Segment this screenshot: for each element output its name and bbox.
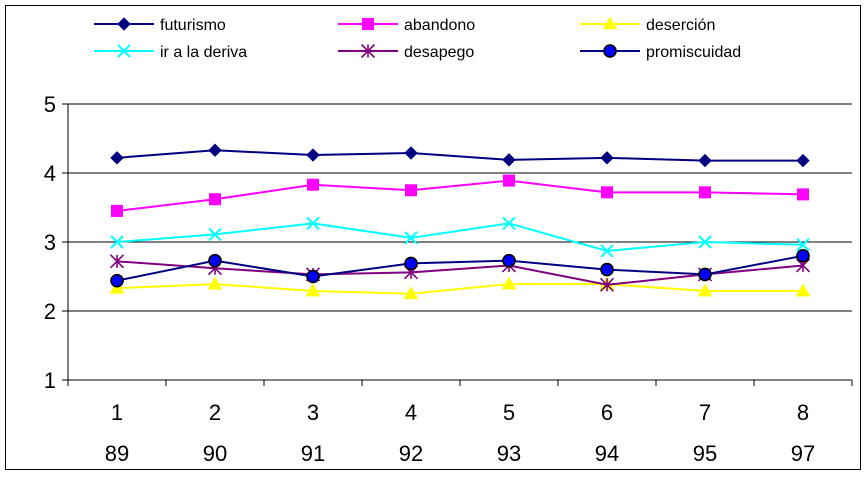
x-tick-label-secondary: 94 xyxy=(595,441,619,466)
chart-frame xyxy=(5,5,861,470)
legend-item: promiscuidad xyxy=(580,44,741,61)
series-abandono xyxy=(111,174,809,217)
x-tick-label-secondary: 91 xyxy=(301,441,325,466)
data-point xyxy=(501,276,517,290)
data-point xyxy=(403,286,419,300)
x-tick-label: 8 xyxy=(797,400,809,425)
data-point xyxy=(208,253,222,268)
y-tick-label: 4 xyxy=(44,161,56,186)
data-point xyxy=(502,153,516,167)
legend-item: futurismo xyxy=(94,17,226,34)
data-point xyxy=(208,143,222,157)
series-ir-a-la-deriva xyxy=(110,216,810,258)
y-tick-label: 3 xyxy=(44,230,56,255)
y-tick-label: 1 xyxy=(44,368,56,393)
legend-label: promiscuidad xyxy=(646,44,741,61)
data-point xyxy=(796,153,810,168)
series-line xyxy=(116,283,803,295)
legend-label: ir a la deriva xyxy=(160,44,247,61)
legend-label: desapego xyxy=(404,44,474,61)
data-point xyxy=(209,193,221,206)
legend-marker xyxy=(360,43,376,59)
x-tick-label: 3 xyxy=(307,400,319,425)
x-tick-label: 7 xyxy=(699,400,711,425)
y-tick-label: 5 xyxy=(44,92,56,117)
x-tick-label-secondary: 90 xyxy=(203,441,227,466)
data-point xyxy=(599,277,615,292)
data-point xyxy=(208,227,222,242)
data-point xyxy=(404,231,418,245)
x-tick-label: 6 xyxy=(601,400,613,425)
data-point xyxy=(600,262,614,277)
series-line xyxy=(116,260,804,286)
legend-item: ir a la deriva xyxy=(94,44,247,61)
data-point xyxy=(502,216,516,231)
legend-marker xyxy=(362,18,374,30)
data-point xyxy=(697,283,713,297)
x-tick-label: 2 xyxy=(209,400,221,425)
data-point xyxy=(601,186,613,199)
x-tick-label-secondary: 92 xyxy=(399,441,423,466)
data-point xyxy=(404,256,418,271)
data-point xyxy=(110,151,124,165)
series-line xyxy=(116,179,804,212)
data-point xyxy=(110,235,124,249)
data-point xyxy=(797,188,809,201)
x-tick-label: 1 xyxy=(111,400,123,425)
data-point xyxy=(405,184,417,197)
legend-item: deserción xyxy=(580,16,715,34)
x-axis-ticks: 1 2 3 4 5 6 7 8 89 90 91 92 93 94 95 97 xyxy=(67,380,853,466)
series-promiscuidad xyxy=(110,249,810,288)
series-line xyxy=(116,254,804,282)
legend-marker xyxy=(117,44,131,58)
legend-marker xyxy=(603,44,617,58)
legend-label: abandono xyxy=(404,17,475,34)
data-point xyxy=(307,178,319,191)
legend-item: desapego xyxy=(338,43,474,61)
data-point xyxy=(698,235,712,249)
data-point xyxy=(306,216,320,231)
data-point xyxy=(600,244,614,258)
data-point xyxy=(110,273,124,288)
data-point xyxy=(306,269,320,284)
data-point xyxy=(795,283,811,297)
data-point xyxy=(404,146,418,160)
data-point xyxy=(207,276,223,290)
data-point xyxy=(796,238,810,252)
legend-marker xyxy=(117,17,131,31)
series-line xyxy=(116,149,803,162)
legend: futurismo abandono deserción ir a la deriva… xyxy=(94,16,741,61)
legend-label: futurismo xyxy=(160,17,226,34)
x-tick-label-secondary: 93 xyxy=(497,441,521,466)
x-tick-label: 4 xyxy=(405,400,417,425)
data-point xyxy=(600,151,614,165)
series-futurismo xyxy=(110,143,810,168)
data-point xyxy=(502,253,516,268)
legend-item: abandono xyxy=(338,17,475,34)
y-tick-label: 2 xyxy=(44,299,56,324)
y-axis-ticks: 1 2 3 4 5 xyxy=(44,92,68,393)
data-point xyxy=(503,174,515,187)
series-line xyxy=(116,222,804,252)
data-point xyxy=(796,249,810,263)
gridlines xyxy=(68,103,852,312)
legend-marker xyxy=(602,16,618,30)
legend-label: deserción xyxy=(646,17,715,34)
x-tick-label-secondary: 97 xyxy=(791,441,815,466)
data-point xyxy=(306,148,320,162)
data-point xyxy=(699,186,711,199)
data-point xyxy=(698,153,712,168)
data-point xyxy=(698,267,712,282)
x-tick-label: 5 xyxy=(503,400,515,425)
data-point xyxy=(111,204,123,217)
data-point xyxy=(109,254,125,269)
x-tick-label-secondary: 95 xyxy=(693,441,717,466)
x-tick-label-secondary: 89 xyxy=(105,441,129,466)
data-point xyxy=(305,283,321,297)
